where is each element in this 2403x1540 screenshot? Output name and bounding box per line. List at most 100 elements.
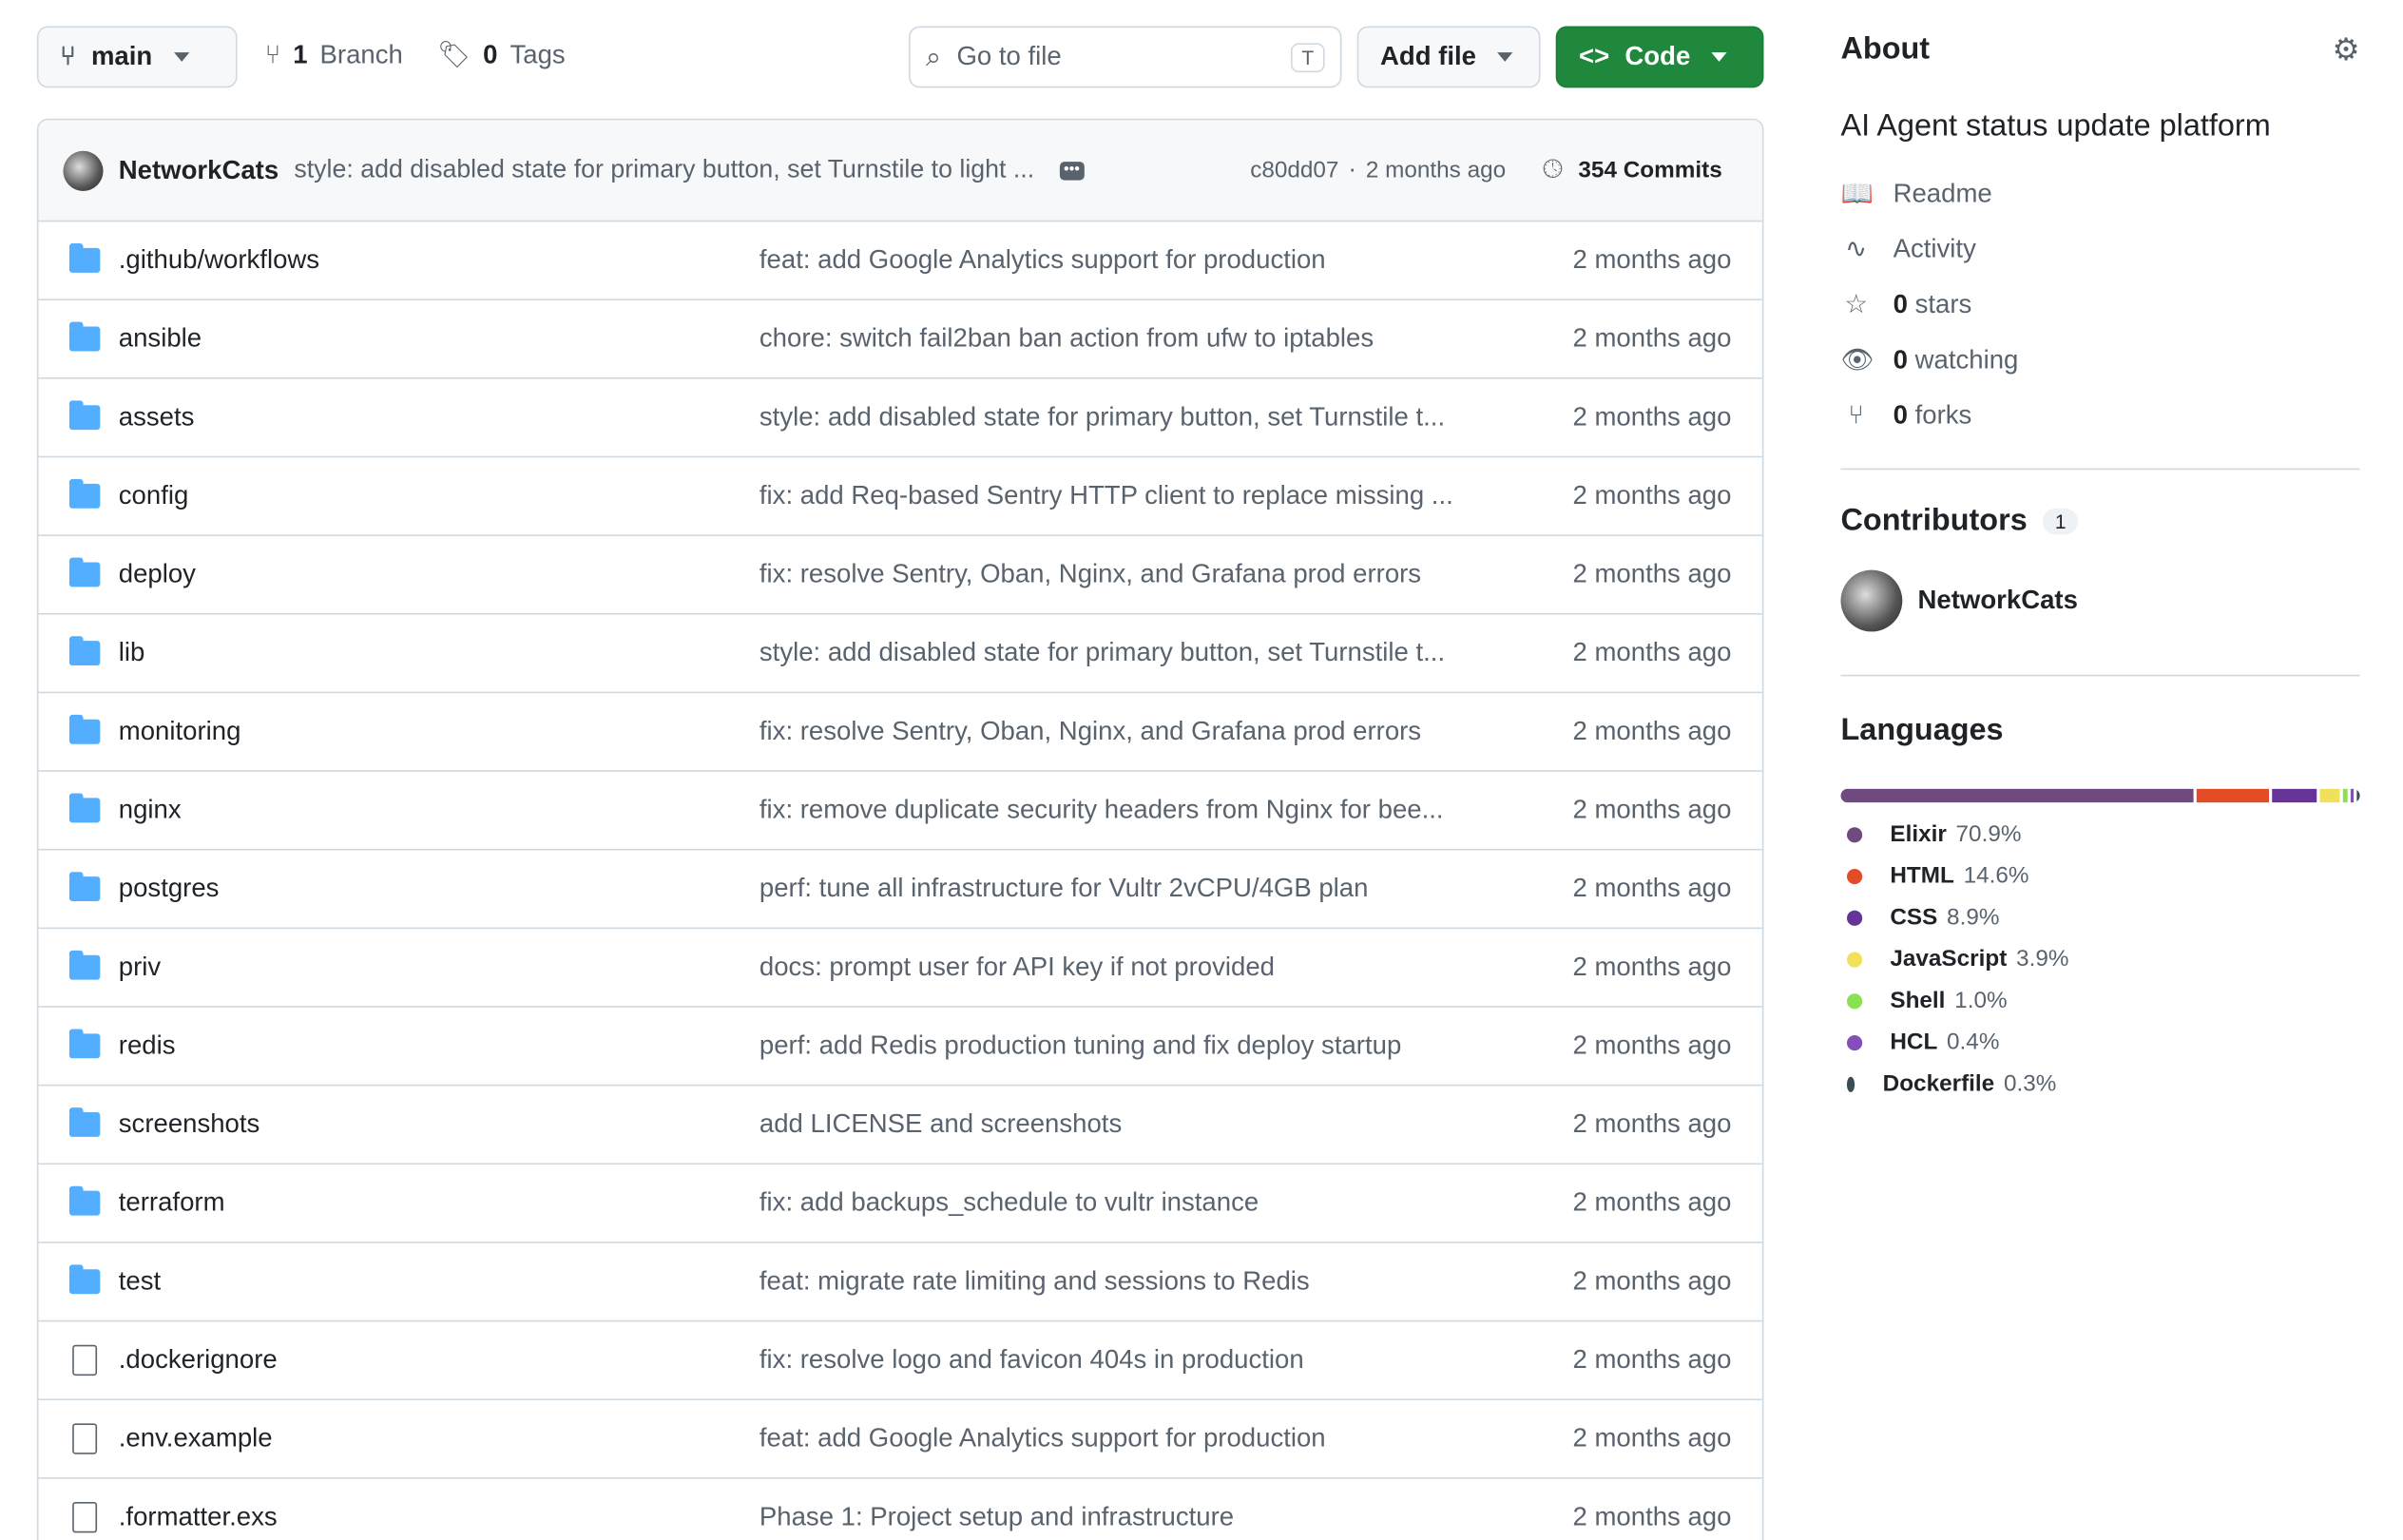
ellipsis-button[interactable]: ••• [1059,161,1085,180]
file-name-link[interactable]: lib [118,637,145,667]
file-name-link[interactable]: .dockerignore [118,1344,278,1375]
commit-message-link[interactable]: feat: add Google Analytics support for p… [759,1423,1326,1453]
pulse-icon: ∿ [1845,234,1868,264]
contributors-heading[interactable]: Contributors [1840,503,2028,538]
commit-message-link[interactable]: fix: remove duplicate security headers f… [759,795,1444,824]
table-row[interactable]: priv docs: prompt user for API key if no… [38,929,1762,1008]
table-row[interactable]: nginx fix: remove duplicate security hea… [38,772,1762,851]
file-name-link[interactable]: screenshots [118,1108,260,1139]
language-javascript[interactable]: JavaScript 3.9% [1846,945,2093,972]
table-row[interactable]: assets style: add disabled state for pri… [38,379,1762,458]
commit-message-link[interactable]: add LICENSE and screenshots [759,1108,1123,1139]
file-name-link[interactable]: monitoring [118,716,241,746]
language-name: JavaScript [1890,945,2008,972]
language-shell[interactable]: Shell 1.0% [1846,988,2056,1013]
commit-date: 2 months ago [1572,1344,1732,1375]
file-name-link[interactable]: .env.example [118,1423,273,1453]
file-name-link[interactable]: .formatter.exs [118,1501,278,1531]
commit-date: 2 months ago [1572,323,1732,354]
file-name-link[interactable]: test [118,1266,162,1296]
table-row[interactable]: .formatter.exs Phase 1: Project setup an… [39,1479,1762,1540]
about-item-stars[interactable]: ☆ 0 stars [1840,278,2359,333]
commit-message-link[interactable]: fix: resolve Sentry, Oban, Nginx, and Gr… [759,716,1422,746]
commit-date: 2 months ago [1572,637,1732,667]
language-segment-html [2197,788,2270,803]
add-file-button[interactable]: Add file [1356,26,1541,88]
table-row[interactable]: terraform fix: add backups_schedule to v… [38,1165,1762,1243]
about-count: 0 [1893,400,1908,431]
about-item-watching[interactable]: 👁 0 watching [1840,333,2359,388]
file-name-link[interactable]: ansible [118,323,202,354]
commit-message-link[interactable]: style: add disabled state for primary bu… [759,401,1446,432]
commit-message-link[interactable]: fix: add backups_schedule to vultr insta… [759,1187,1259,1218]
file-name-link[interactable]: priv [118,952,162,982]
commit-message-link[interactable]: fix: resolve Sentry, Oban, Nginx, and Gr… [759,559,1422,589]
branch-name: main [90,41,153,71]
table-row[interactable]: monitoring fix: resolve Sentry, Oban, Ng… [38,693,1762,772]
go-to-file-input[interactable]: ⌕ Go to file T [909,26,1342,88]
tags-link[interactable]: 🏷︎ 0 Tags [437,40,565,70]
file-name-link[interactable]: redis [118,1030,176,1060]
branch-select[interactable]: ⑂ main [36,26,238,88]
commit-message-link[interactable]: chore: switch fail2ban ban action from u… [759,323,1375,354]
commit-message-link[interactable]: style: add disabled state for primary bu… [759,637,1446,667]
table-row[interactable]: .env.example feat: add Google Analytics … [38,1400,1762,1479]
language-name: HCL [1890,1029,1938,1056]
commit-message-link[interactable]: fix: resolve logo and favicon 404s in pr… [759,1344,1304,1375]
file-name-link[interactable]: config [118,480,189,510]
code-button[interactable]: <> Code [1555,26,1764,88]
history-icon: 🕓︎ [1543,155,1564,183]
language-segment-elixir [1840,788,2194,803]
table-row[interactable]: test feat: migrate rate limiting and ses… [38,1243,1762,1322]
file-name-link[interactable]: nginx [118,795,182,824]
language-html[interactable]: HTML 14.6% [1846,862,2093,889]
file-name-link[interactable]: .github/workflows [118,244,320,275]
commit-message-link[interactable]: Phase 1: Project setup and infrastructur… [759,1501,1235,1531]
caret-down-icon [1497,52,1513,62]
about-item-forks[interactable]: ⑂ 0 forks [1840,388,2359,443]
about-item-Readme[interactable]: 📖 Readme [1840,166,2359,221]
table-row[interactable]: redis perf: add Redis production tuning … [38,1008,1762,1087]
commit-author[interactable]: NetworkCats [118,154,279,184]
commit-date: 2 months ago [1572,1108,1732,1139]
commit-message-link[interactable]: perf: tune all infrastructure for Vultr … [759,873,1369,903]
commit-date: 2 months ago [1572,716,1732,746]
language-css[interactable]: CSS 8.9% [1846,904,2056,931]
table-row[interactable]: ansible chore: switch fail2ban ban actio… [38,300,1762,379]
branches-link[interactable]: ⑂ 1 Branch [265,40,403,70]
sidebar: About ⚙ AI Agent status update platform … [1840,0,2360,1097]
commit-message-link[interactable]: docs: prompt user for API key if not pro… [759,952,1275,982]
about-item-Activity[interactable]: ∿ Activity [1840,221,2359,277]
table-row[interactable]: postgres perf: tune all infrastructure f… [38,851,1762,930]
commit-message-link[interactable]: feat: migrate rate limiting and sessions… [759,1266,1310,1296]
contributor[interactable]: NetworkCats [1840,569,2359,632]
language-segment-dockerfile [2356,788,2360,803]
language-segment-hcl [2350,788,2355,803]
gear-icon[interactable]: ⚙ [2332,33,2360,68]
table-row[interactable]: deploy fix: resolve Sentry, Oban, Nginx,… [38,536,1762,615]
avatar[interactable] [63,149,104,191]
table-row[interactable]: screenshots add LICENSE and screenshots … [38,1086,1762,1165]
folder-icon [68,714,101,744]
folder-icon [68,950,101,980]
file-name-link[interactable]: deploy [118,559,196,589]
commit-hash[interactable]: c80dd07 [1250,157,1339,183]
language-percent: 0.4% [1947,1029,2000,1056]
table-row[interactable]: .dockerignore fix: resolve logo and favi… [38,1321,1762,1401]
language-hcl[interactable]: HCL 0.4% [1846,1029,2093,1056]
commit-message[interactable]: style: add disabled state for primary bu… [294,155,1035,183]
language-dockerfile[interactable]: Dockerfile 0.3% [1846,1070,2056,1097]
add-file-label: Add file [1379,41,1476,71]
commits-link[interactable]: 354 Commits [1578,157,1722,183]
table-row[interactable]: .github/workflows feat: add Google Analy… [38,221,1762,300]
commit-message-link[interactable]: feat: add Google Analytics support for p… [759,244,1326,275]
table-row[interactable]: config fix: add Req-based Sentry HTTP cl… [38,457,1762,536]
commit-message-link[interactable]: fix: add Req-based Sentry HTTP client to… [759,480,1453,510]
file-name-link[interactable]: assets [118,401,195,432]
file-name-link[interactable]: terraform [118,1187,225,1218]
table-row[interactable]: lib style: add disabled state for primar… [38,615,1762,694]
language-elixir[interactable]: Elixir 70.9% [1846,821,2056,847]
separator: · [1348,155,1357,183]
commit-message-link[interactable]: perf: add Redis production tuning and fi… [759,1030,1402,1060]
file-name-link[interactable]: postgres [118,873,220,903]
